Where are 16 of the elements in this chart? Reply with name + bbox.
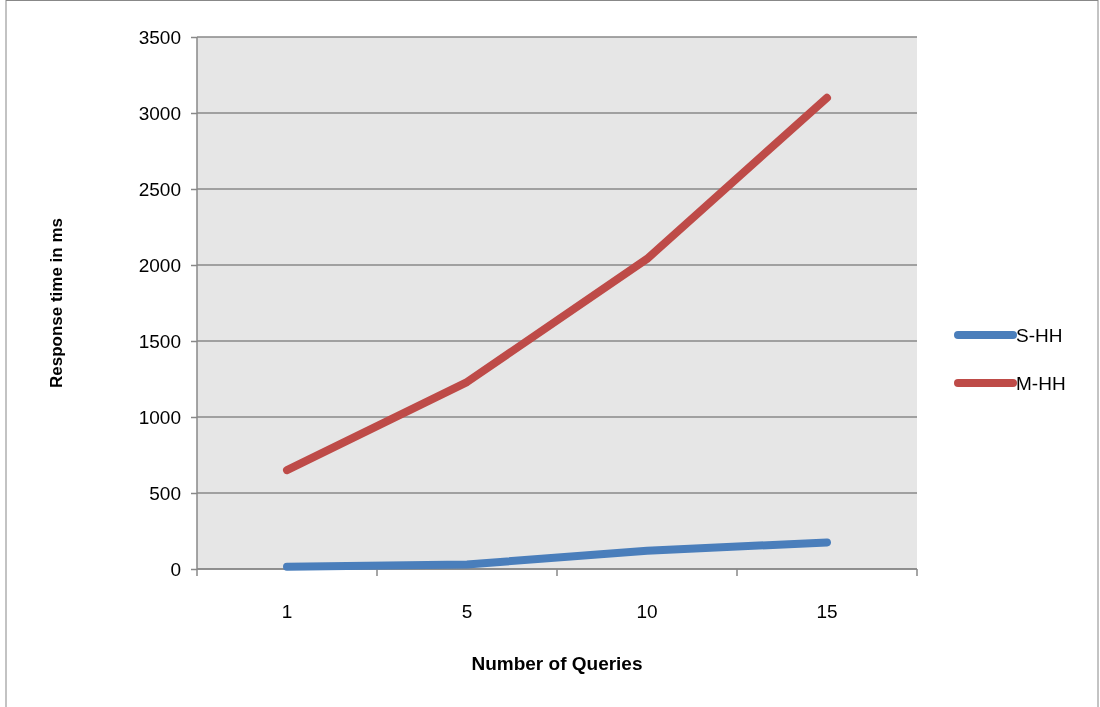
x-axis-title: Number of Queries xyxy=(471,653,643,674)
y-axis-title: Response time in ms xyxy=(47,217,66,389)
y-tick-label: 3500 xyxy=(138,26,181,48)
legend-label: M-HH xyxy=(1016,373,1066,394)
x-tick-label: 10 xyxy=(636,601,658,623)
y-tick-label: 500 xyxy=(149,482,181,504)
x-tick-label: 1 xyxy=(281,601,293,623)
x-tick-label: 15 xyxy=(816,601,838,623)
x-tick-label: 5 xyxy=(461,601,473,623)
legend-label: S-HH xyxy=(1016,325,1063,346)
y-tick-label: 2500 xyxy=(138,178,181,200)
y-tick-label: 1500 xyxy=(138,330,181,352)
y-tick-label: 1000 xyxy=(138,406,181,428)
y-tick-label: 2000 xyxy=(138,254,181,276)
y-tick-label: 3000 xyxy=(138,102,181,124)
y-tick-label: 0 xyxy=(170,558,181,580)
